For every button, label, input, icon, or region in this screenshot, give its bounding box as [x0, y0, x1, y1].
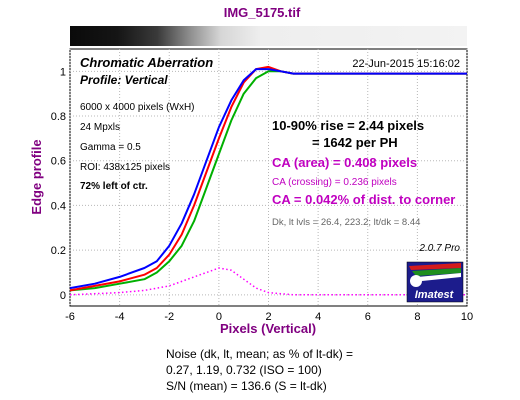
x-tick-label: 0: [216, 311, 222, 323]
info-resolution: 6000 x 4000 pixels (WxH): [80, 102, 195, 113]
info-megapixels: 24 Mpxls: [80, 122, 120, 133]
signal-noise: S/N (mean) = 136.6 (S = lt-dk): [166, 379, 327, 393]
series-layer: [69, 65, 467, 296]
noise-line-2: 0.27, 1.19, 0.732 (ISO = 100): [166, 363, 322, 377]
ca-corner: CA = 0.042% of dist. to corner: [272, 192, 455, 207]
logo-brand: Imatest: [415, 289, 455, 301]
profile-label: Profile: Vertical: [80, 73, 168, 87]
panel-title: Chromatic Aberration: [80, 55, 213, 70]
y-tick-label: 0.2: [51, 245, 66, 257]
x-tick-label: -2: [164, 311, 174, 323]
timestamp: 22-Jun-2015 15:16:02: [352, 58, 460, 70]
ca-area: CA (area) = 0.408 pixels: [272, 155, 417, 170]
rise-per-ph: = 1642 per PH: [312, 135, 398, 150]
ca-crossing: CA (crossing) = 0.236 pixels: [272, 177, 397, 188]
y-tick-label: 0: [60, 290, 66, 302]
noise-line-1: Noise (dk, lt, mean; as % of lt-dk) =: [166, 347, 353, 361]
version-label: 2.0.7 Pro: [418, 243, 460, 254]
x-tick-label: 2: [265, 311, 271, 323]
y-ticks: 0 0.2 0.4 0.6 0.8 1: [51, 66, 66, 301]
series-line-3: [69, 267, 467, 296]
edge-strip: [70, 26, 467, 46]
x-tick-label: 8: [414, 311, 420, 323]
info-position: 72% left of ctr.: [80, 181, 148, 192]
x-tick-label: -4: [115, 311, 125, 323]
y-tick-label: 0.6: [51, 156, 66, 168]
y-tick-label: 1: [60, 66, 66, 78]
y-axis-label: Edge profile: [29, 139, 44, 214]
rise-result: 10-90% rise = 2.44 pixels: [272, 118, 424, 133]
x-tick-label: 4: [315, 311, 321, 323]
x-tick-label: -6: [65, 311, 75, 323]
levels: Dk, lt lvls = 26.4, 223.2; lt/dk = 8.44: [272, 217, 420, 228]
y-tick-label: 0.8: [51, 111, 66, 123]
imatest-logo: Imatest: [406, 261, 464, 303]
x-ticks: -6 -4 -2 0 2 4 6 8 10: [65, 311, 473, 323]
info-roi: ROI: 438x125 pixels: [80, 162, 170, 173]
info-gamma: Gamma = 0.5: [80, 142, 141, 153]
x-tick-label: 10: [461, 311, 473, 323]
series-line-0: [69, 68, 467, 290]
x-tick-label: 6: [365, 311, 371, 323]
x-axis-label: Pixels (Vertical): [220, 321, 316, 336]
file-title: IMG_5175.tif: [224, 5, 301, 20]
y-tick-label: 0.4: [51, 200, 66, 212]
